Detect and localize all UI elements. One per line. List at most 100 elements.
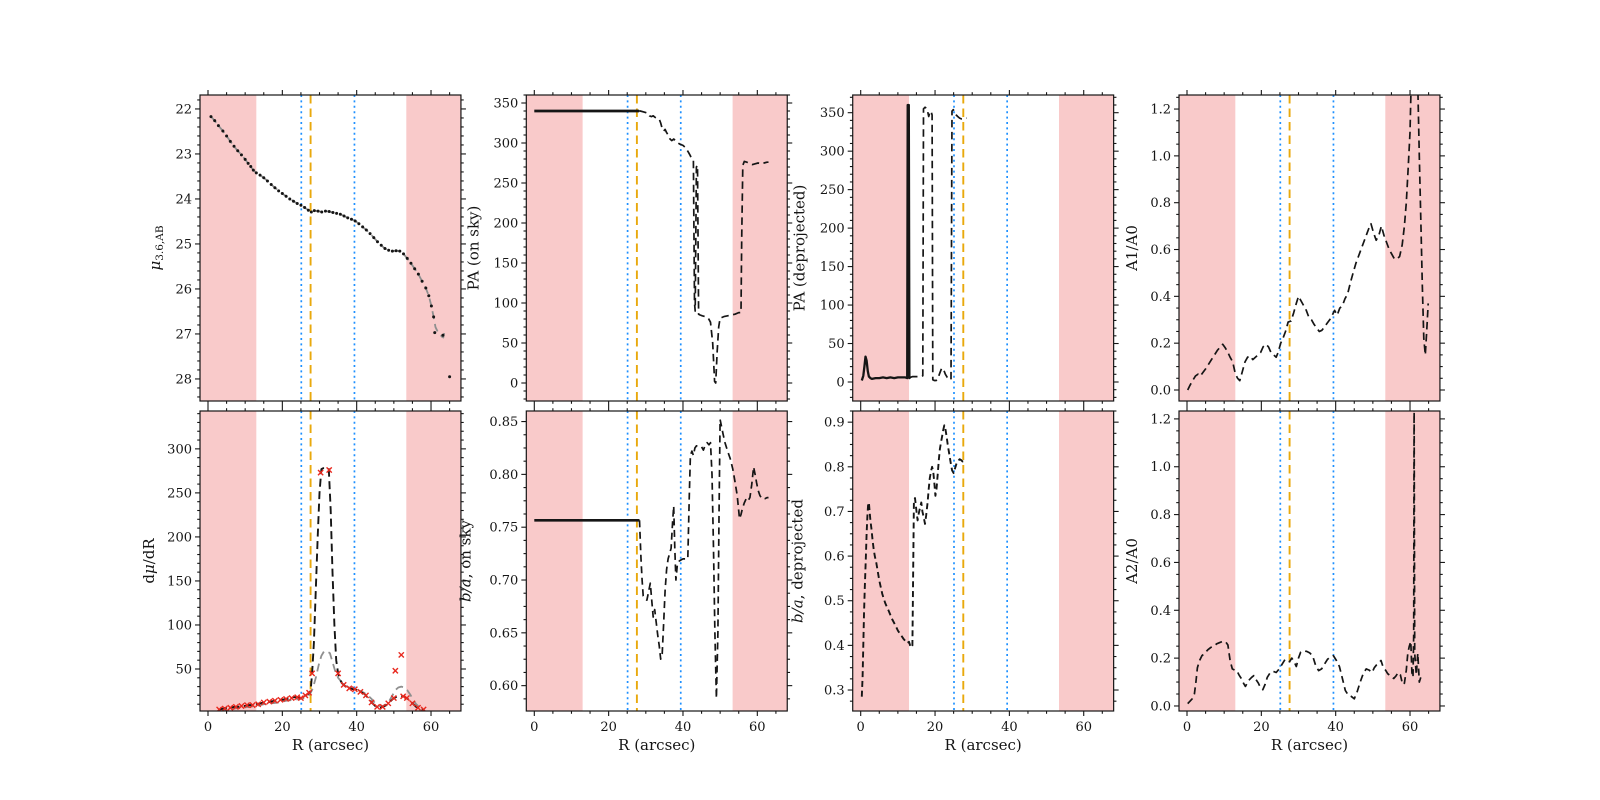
y-tick-label: 0 (836, 375, 844, 390)
y-tick-label: 300 (167, 442, 192, 457)
y-tick-label: 0.75 (489, 521, 518, 536)
y-tick-label: 350 (820, 106, 845, 121)
y-tick-label: 50 (502, 337, 519, 352)
x-tick-label: 20 (927, 720, 944, 735)
axis-ticks (1174, 90, 1445, 406)
y-tick-label: 22 (175, 102, 192, 117)
y-tick-label: 0.8 (824, 460, 845, 475)
masked-radius-band (1385, 411, 1440, 711)
x-tick-label: 60 (749, 720, 766, 735)
panel-a2a0: 0.0 0.2 0.4 0.6 0.8 1.0 1.2 0 20 40 60 R (arcsec) A2… (1123, 406, 1445, 754)
y-tick-label: 28 (175, 372, 192, 387)
y-tick-label: 0.65 (489, 626, 518, 641)
y-tick-label: 200 (493, 217, 518, 232)
masked-radius-band (732, 411, 788, 711)
y-tick-label: 0.4 (1150, 604, 1171, 619)
x-axis-label: R (arcsec) (945, 736, 1022, 754)
axis-ticks (847, 90, 1119, 406)
markers-mu_dots (209, 115, 452, 379)
y-tick-label: 0.6 (1150, 556, 1171, 571)
x-tick-label: 0 (857, 720, 865, 735)
masked-radius-band (1179, 411, 1236, 711)
axis-ticks (521, 90, 793, 406)
masked-radius-band (526, 95, 583, 401)
y-tick-label: 0.9 (824, 416, 845, 431)
y-tick-label: 0.8 (1150, 196, 1171, 211)
y-tick-label: 250 (493, 177, 518, 192)
y-tick-label: 0.0 (1150, 383, 1171, 398)
y-tick-label: 0.2 (1150, 652, 1171, 667)
y-tick-label: 100 (167, 618, 192, 633)
x-tick-label: 20 (274, 720, 291, 735)
y-tick-label: 0.70 (489, 574, 518, 589)
panel-dmu: 50 100 150 200 250 300 0 20 40 60 R (arcsec) dμ/dR (140, 406, 466, 754)
panel-mu: 22 23 24 25 26 27 28 μ3.6,AB (146, 90, 466, 406)
masked-radius-band (1385, 95, 1440, 401)
masked-radius-band (1059, 95, 1114, 401)
y-tick-label: 100 (493, 297, 518, 312)
x-tick-label: 0 (530, 720, 538, 735)
y-tick-label: 350 (493, 97, 518, 112)
axes-spines (199, 410, 462, 712)
y-tick-label: 0.80 (489, 468, 518, 483)
x-tick-label: 40 (1001, 720, 1018, 735)
y-tick-label: 0.4 (824, 639, 845, 654)
y-axis-label: A2/A0 (1123, 538, 1141, 585)
x-tick-label: 40 (675, 720, 692, 735)
curve-ba_dep (860, 424, 967, 697)
y-tick-label: 23 (175, 147, 192, 162)
markers-dmu_x (216, 466, 427, 711)
curve-pa_dep (909, 106, 967, 382)
axes-spines (852, 94, 1115, 402)
y-tick-label: 1.0 (1150, 460, 1171, 475)
x-axis-label: R (arcsec) (1271, 736, 1348, 754)
axes-spines (1178, 94, 1441, 402)
y-tick-label: 0 (510, 377, 518, 392)
axes-spines (1178, 410, 1441, 712)
y-tick-label: 0.7 (824, 505, 845, 520)
masked-radius-band (852, 95, 910, 401)
axis-ticks (521, 406, 793, 716)
y-tick-label: 100 (820, 299, 845, 314)
x-tick-label: 0 (1183, 720, 1191, 735)
y-axis-label: dμ/dR (140, 538, 158, 584)
y-axis-label: A1/A0 (1123, 225, 1141, 272)
y-tick-label: 0.4 (1150, 290, 1171, 305)
y-tick-label: 50 (828, 337, 845, 352)
y-axis-label: b/a, deprojected (789, 499, 807, 623)
y-axis-label: PA (on sky) (464, 206, 482, 291)
x-axis-label: R (arcsec) (292, 736, 369, 754)
axis-ticks (195, 90, 466, 406)
curve-pa_dep_solid (860, 103, 911, 381)
y-tick-label: 1.0 (1150, 149, 1171, 164)
x-tick-label: 60 (1402, 720, 1419, 735)
x-tick-label: 40 (348, 720, 365, 735)
y-axis-label: μ3.6,AB (146, 225, 166, 270)
masked-radius-band (1179, 95, 1236, 401)
y-tick-label: 0.2 (1150, 337, 1171, 352)
y-tick-label: 26 (175, 282, 192, 297)
y-tick-label: 50 (175, 662, 192, 677)
masked-radius-band (406, 411, 461, 711)
panel-pa_sky: 0 50 100 150 200 250 300 350 PA (on sky) (464, 90, 793, 406)
curve-a1a0 (1186, 95, 1430, 391)
axes-spines (852, 410, 1115, 712)
masked-radius-band (200, 95, 257, 401)
panel-ba_sky: 0.60 0.65 0.70 0.75 0.80 0.85 0 20 40 60 R (arcsec… (456, 406, 793, 754)
x-tick-label: 0 (204, 720, 212, 735)
masked-radius-band (852, 411, 910, 711)
axes-spines (199, 94, 462, 402)
y-tick-label: 0.60 (489, 679, 518, 694)
y-tick-label: 150 (820, 260, 845, 275)
y-tick-label: 0.0 (1150, 699, 1171, 714)
y-tick-label: 1.2 (1150, 103, 1171, 118)
y-tick-label: 0.3 (824, 684, 845, 699)
axis-ticks (1174, 406, 1445, 716)
x-tick-label: 60 (1075, 720, 1092, 735)
y-tick-label: 250 (820, 183, 845, 198)
masked-radius-band (200, 411, 257, 711)
y-tick-label: 25 (175, 237, 192, 252)
y-axis-label: b/a, on sky (456, 520, 474, 602)
y-tick-label: 300 (493, 137, 518, 152)
